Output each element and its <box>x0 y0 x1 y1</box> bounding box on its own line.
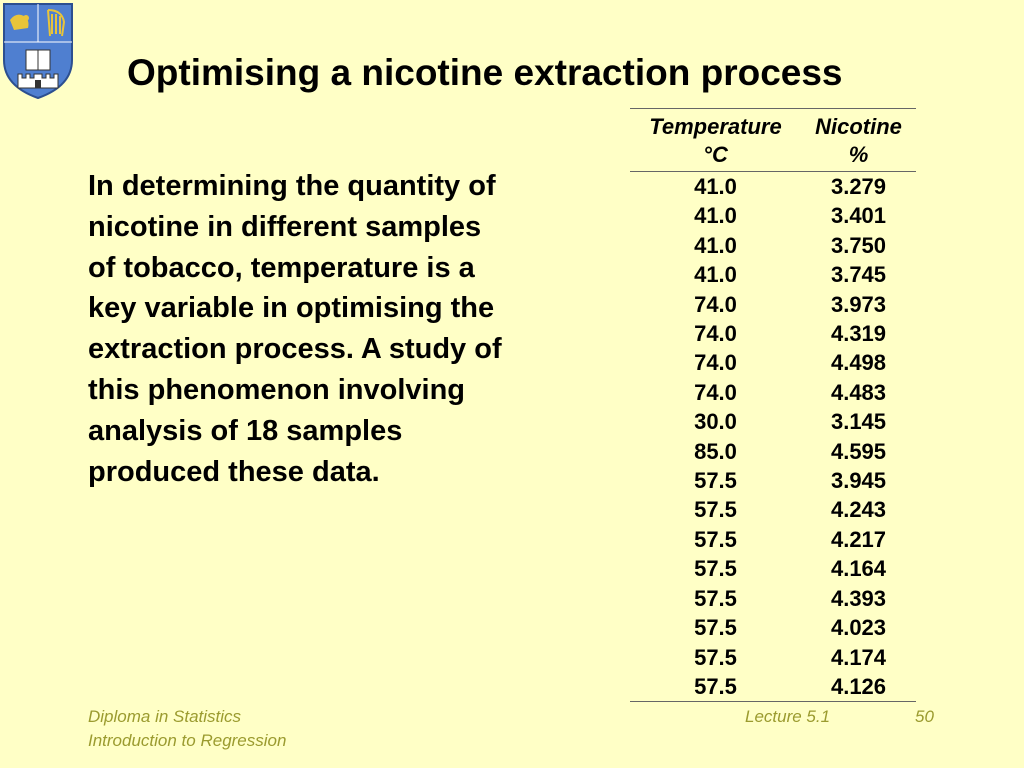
temperature-cell: 57.5 <box>694 585 737 611</box>
temperature-cell: 74.0 <box>694 291 737 317</box>
table-row: 30.0 3.145 <box>630 407 916 436</box>
footer-lecture-number: Lecture 5.1 <box>745 707 831 726</box>
temperature-cell: 74.0 <box>694 321 737 347</box>
temperature-cell: 57.5 <box>694 526 737 552</box>
header-temperature-label: Temperature <box>649 114 782 139</box>
table-row: 41.0 3.750 <box>630 231 916 260</box>
header-nicotine-unit: % <box>848 142 869 167</box>
table-row: 74.0 3.973 <box>630 290 916 319</box>
temperature-cell: 85.0 <box>694 438 737 464</box>
table-row: 41.0 3.279 <box>630 172 916 202</box>
table-row: 57.5 4.023 <box>630 613 916 642</box>
nicotine-cell: 4.393 <box>830 585 887 611</box>
temperature-cell: 57.5 <box>694 468 737 494</box>
table-row: 74.0 4.319 <box>630 319 916 348</box>
data-table: Temperature °C Nicotine % 41.0 3.279 41.0 3… <box>630 108 916 703</box>
temperature-cell: 41.0 <box>694 174 737 199</box>
temperature-cell: 57.5 <box>694 556 737 582</box>
nicotine-cell: 4.498 <box>830 350 887 376</box>
nicotine-cell: 4.483 <box>830 379 887 405</box>
slide-title: Optimising a nicotine extraction process <box>127 52 843 93</box>
nicotine-cell: 3.745 <box>830 262 887 288</box>
table-row: 41.0 3.745 <box>630 260 916 289</box>
table-header-row: Temperature °C Nicotine % <box>630 108 916 172</box>
nicotine-cell: 4.243 <box>830 497 887 523</box>
temperature-cell: 74.0 <box>694 350 737 376</box>
nicotine-cell: 4.126 <box>801 671 916 703</box>
table-row: 57.5 4.393 <box>630 584 916 613</box>
table-row: 57.5 4.164 <box>630 554 916 583</box>
temperature-cell: 41.0 <box>694 262 737 288</box>
temperature-cell: 57.5 <box>694 615 737 641</box>
table-row: 85.0 4.595 <box>630 437 916 466</box>
nicotine-cell: 4.164 <box>830 556 887 582</box>
table-row: 74.0 4.498 <box>630 348 916 377</box>
body-paragraph: In determining the quantity of nicotine … <box>88 170 502 488</box>
nicotine-cell: 4.023 <box>830 615 887 641</box>
nicotine-cell: 4.174 <box>830 644 887 670</box>
temperature-cell: 57.5 <box>630 671 801 703</box>
footer-page-number: 50 <box>915 707 934 726</box>
university-crest-icon <box>3 3 73 100</box>
table-row: 57.5 4.243 <box>630 495 916 524</box>
nicotine-cell: 4.595 <box>830 438 887 464</box>
table-row: 57.5 4.217 <box>630 525 916 554</box>
footer-course-title: Diploma in Statistics <box>88 707 242 726</box>
table-body: 41.0 3.279 41.0 3.401 41.0 3.750 41.0 3.745 74.0… <box>630 172 916 703</box>
footer-course-subtitle: Introduction to Regression <box>88 731 287 750</box>
nicotine-cell: 3.945 <box>830 468 887 494</box>
temperature-cell: 74.0 <box>694 379 737 405</box>
nicotine-cell: 3.279 <box>830 174 887 199</box>
nicotine-cell: 3.401 <box>830 203 887 229</box>
header-temperature-unit: °C <box>703 142 728 167</box>
temperature-cell: 41.0 <box>694 203 737 229</box>
temperature-cell: 57.5 <box>694 644 737 670</box>
table-row: 57.5 3.945 <box>630 466 916 495</box>
nicotine-cell: 3.973 <box>830 291 887 317</box>
column-header-nicotine: Nicotine % <box>801 108 916 172</box>
nicotine-cell: 4.319 <box>830 321 887 347</box>
nicotine-cell: 3.145 <box>830 409 887 435</box>
nicotine-cell: 4.217 <box>830 526 887 552</box>
temperature-cell: 41.0 <box>694 232 737 258</box>
table-row: 57.5 4.174 <box>630 643 916 672</box>
table-row: 74.0 4.483 <box>630 378 916 407</box>
column-header-temperature: Temperature °C <box>630 108 801 172</box>
nicotine-cell: 3.750 <box>830 232 887 258</box>
table-row: 57.5 4.126 <box>630 671 916 703</box>
temperature-cell: 30.0 <box>694 409 737 435</box>
temperature-cell: 57.5 <box>694 497 737 523</box>
header-nicotine-label: Nicotine <box>815 114 902 139</box>
table-row: 41.0 3.401 <box>630 201 916 230</box>
